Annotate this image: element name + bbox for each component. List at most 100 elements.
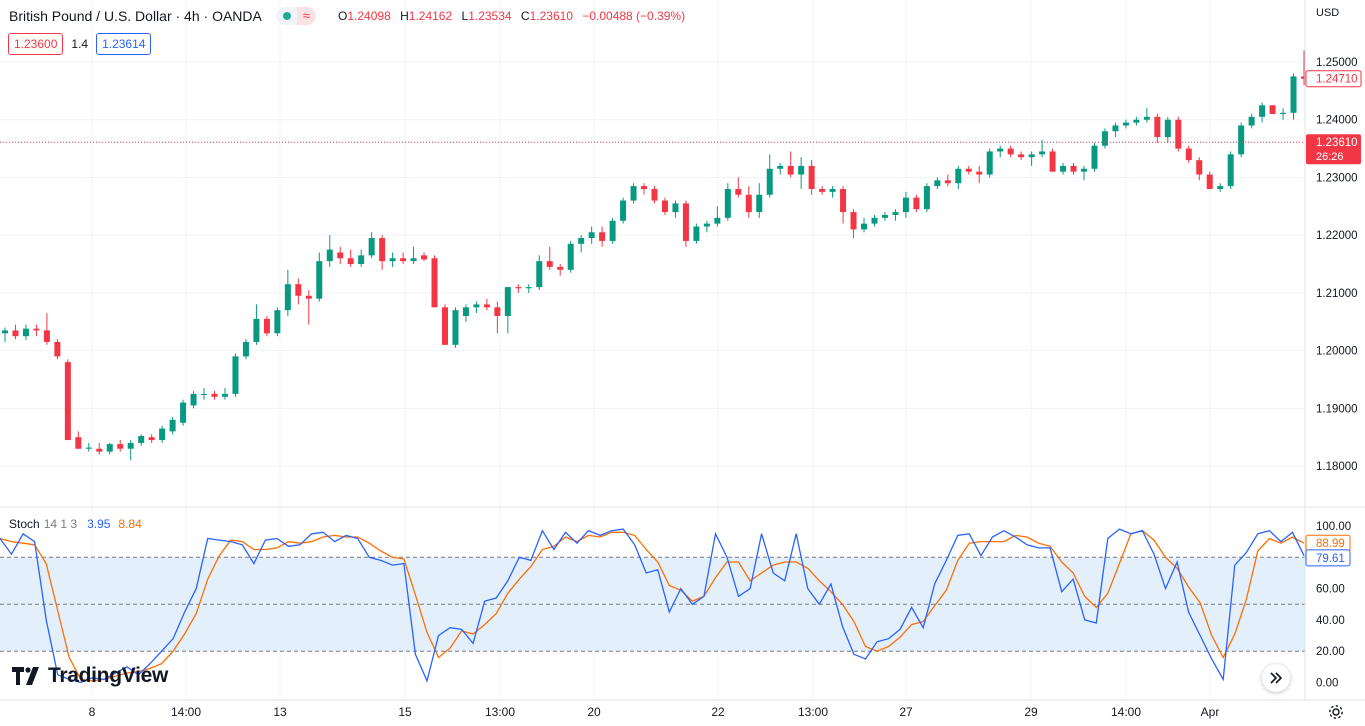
current-price-box [1306, 134, 1361, 165]
candle-body [201, 393, 208, 395]
y-tick-label: 1.20000 [1316, 346, 1358, 358]
x-tick-label: 14:00 [171, 705, 201, 719]
ohlc-readout: O1.24098 H1.24162 L1.23534 C1.23610 −0.0… [332, 9, 685, 23]
candle-body [881, 214, 888, 218]
y-tick-label: 1.21000 [1316, 288, 1358, 300]
candle-body [1154, 116, 1161, 138]
candle-body [75, 437, 82, 449]
x-tick-label: 13:00 [485, 705, 515, 719]
candle-body [1112, 125, 1119, 132]
candle-body [944, 180, 951, 184]
candle-body [567, 243, 574, 270]
y-tick-label: 1.25000 [1316, 57, 1358, 69]
candle-body [630, 186, 637, 201]
candle-body [148, 437, 155, 441]
candle-body [703, 223, 710, 227]
candle-body [295, 284, 302, 296]
candle-body [672, 203, 679, 213]
x-tick-label: 13:00 [798, 705, 828, 719]
candle-body [64, 362, 71, 441]
x-tick-label: 27 [899, 705, 913, 719]
candle-body [641, 186, 648, 189]
candle-body [221, 393, 228, 397]
symbol-title[interactable]: British Pound / U.S. Dollar · 4h · OANDA [9, 8, 262, 24]
candle-body [421, 255, 428, 260]
candle-body [1175, 119, 1182, 149]
candle-body [127, 442, 134, 449]
high-label: H [400, 9, 409, 23]
current-price-label: 1.23610 [1316, 137, 1358, 149]
candle-body [1259, 105, 1266, 117]
currency-selector[interactable]: USD [1316, 7, 1340, 19]
candle-body [693, 226, 700, 241]
candle-body [326, 249, 333, 262]
candles [2, 50, 1307, 461]
candle-body [305, 295, 312, 299]
close-value: 1.23610 [529, 9, 573, 23]
candle-body [368, 238, 375, 256]
candle-body [494, 307, 501, 316]
candle-body [284, 284, 291, 311]
sell-button[interactable]: 1.23600 [8, 33, 64, 55]
x-tick-label: Apr [1201, 705, 1220, 719]
spread-value: 1.4 [71, 37, 89, 51]
candle-body [211, 393, 218, 397]
candle-body [578, 238, 585, 244]
candle-body [1248, 116, 1255, 126]
candle-body [1206, 174, 1213, 189]
candle-body [536, 261, 543, 288]
candle-body [1227, 154, 1234, 187]
candle-body [180, 402, 187, 423]
candle-body [400, 258, 407, 262]
candle-body [1164, 119, 1171, 138]
candle-body [389, 258, 396, 262]
candle-body [620, 200, 627, 221]
candle-body [787, 165, 794, 175]
status-pill[interactable]: ≈ [275, 7, 317, 25]
candle-body [609, 220, 616, 241]
candle-body [1101, 131, 1108, 146]
candle-body [1301, 76, 1307, 79]
candle-body [462, 307, 469, 316]
candle-body [169, 419, 176, 432]
x-tick-label: 22 [711, 705, 725, 719]
candle-body [1007, 148, 1014, 155]
stoch-tick-label: 0.00 [1316, 678, 1338, 690]
candle-body [358, 255, 365, 265]
candle-body [829, 188, 836, 192]
stoch-params: 14 1 3 [43, 517, 78, 531]
candle-body [379, 238, 386, 262]
chart-header: British Pound / U.S. Dollar · 4h · OANDA… [9, 7, 685, 25]
candle-body [1018, 154, 1025, 158]
candle-body [965, 168, 972, 172]
candle-body [745, 194, 752, 213]
candle-body [546, 261, 553, 267]
grid-lines [0, 0, 1305, 700]
y-tick-label: 1.22000 [1316, 230, 1358, 242]
candle-body [1122, 122, 1129, 126]
candle-body [190, 393, 197, 406]
candle-body [1081, 168, 1088, 172]
candle-body [337, 252, 344, 259]
candle-body [871, 217, 878, 224]
x-tick-label: 13 [273, 705, 287, 719]
gear-icon[interactable] [1327, 703, 1345, 721]
candle-body [766, 168, 773, 195]
candle-body [504, 287, 511, 316]
candle-body [798, 165, 805, 175]
candle-body [232, 356, 239, 394]
candle-body [12, 330, 19, 337]
stoch-tick-label: 20.00 [1316, 646, 1345, 658]
candle-body [682, 203, 689, 241]
tradingview-logo: TradingView [12, 664, 168, 688]
stoch-legend[interactable]: Stoch 14 1 3 3.95 8.84 [9, 517, 142, 531]
candle-body [1039, 151, 1046, 155]
candle-body [96, 448, 103, 452]
candle-body [850, 212, 857, 230]
candle-body [410, 258, 417, 262]
buy-button[interactable]: 1.23614 [96, 33, 152, 55]
scroll-to-realtime-button[interactable] [1262, 664, 1290, 692]
candle-body [913, 197, 920, 210]
